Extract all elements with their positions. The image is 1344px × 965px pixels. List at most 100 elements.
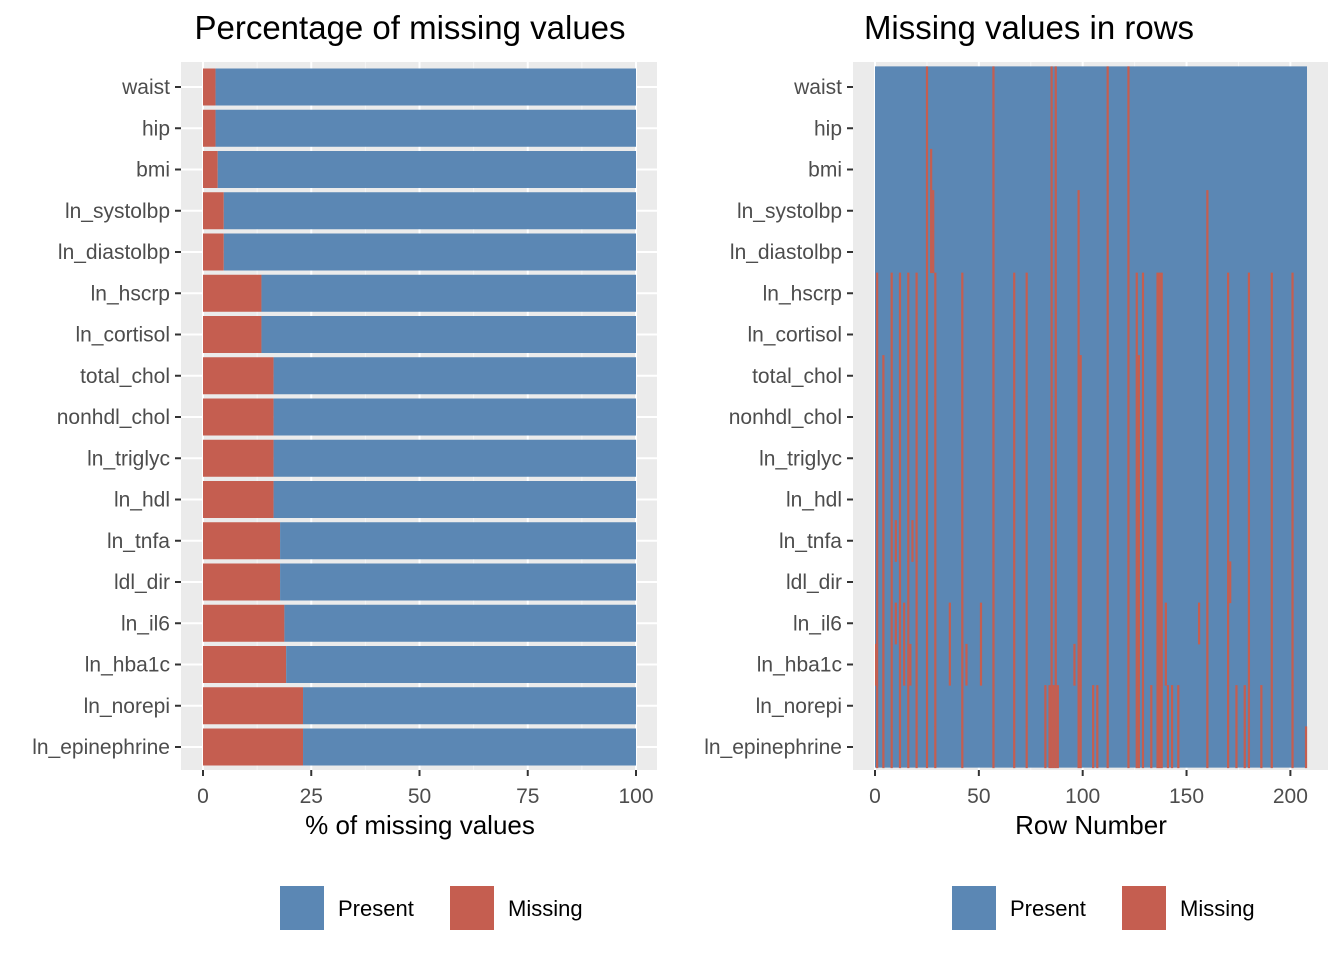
missing-cell: [898, 437, 902, 480]
missing-cell: [1206, 396, 1209, 439]
missing-cell: [1050, 520, 1053, 562]
missing-cell: [1127, 520, 1130, 562]
missing-cell: [890, 437, 893, 480]
missing-cell: [1247, 726, 1251, 769]
bar-present-waist: [215, 68, 636, 106]
missing-cell: [882, 437, 885, 480]
y-tick-label-ln_hba1c: ln_hba1c: [757, 654, 842, 677]
missing-cell: [1270, 602, 1273, 645]
missing-cell: [1247, 685, 1251, 727]
missing-cell: [1054, 602, 1057, 645]
missing-cell: [898, 561, 902, 604]
missing-cell: [1156, 313, 1159, 356]
bar-present-ln_triglyc: [273, 439, 636, 477]
missing-cell: [1135, 726, 1138, 769]
missing-cell: [1054, 520, 1057, 562]
missing-cell: [1229, 561, 1232, 604]
missing-cell: [1137, 643, 1140, 686]
bar-missing-nonhdl_chol: [203, 398, 274, 436]
missing-cell: [907, 726, 910, 769]
missing-cell: [1243, 726, 1246, 769]
missing-cell: [1106, 148, 1109, 191]
missing-cell: [898, 602, 902, 645]
bar-present-ln_hscrp: [261, 274, 636, 312]
missing-cell: [1227, 396, 1230, 439]
missing-cell: [876, 643, 879, 686]
missing-cell: [925, 231, 929, 274]
x-tick-label: 200: [1273, 785, 1308, 808]
missing-cell: [907, 396, 910, 439]
missing-cell: [1137, 602, 1140, 645]
missing-cell: [1260, 685, 1263, 727]
missing-cell: [1013, 643, 1016, 686]
right-x-axis-label: Row Number: [1015, 810, 1167, 840]
missing-cell: [1054, 437, 1057, 480]
missing-cell: [925, 643, 929, 686]
y-tick-label-bmi: bmi: [136, 159, 170, 182]
missing-cell: [992, 602, 995, 645]
missing-cell: [1177, 685, 1180, 727]
missing-cell: [925, 520, 929, 562]
missing-cell: [1106, 726, 1109, 769]
missing-cell: [992, 478, 995, 521]
missing-cell: [1247, 313, 1251, 356]
missing-cell: [961, 355, 964, 397]
missing-cell: [1160, 355, 1163, 397]
y-tick-label-ln_cortisol: ln_cortisol: [747, 324, 842, 347]
missing-cell: [1270, 520, 1273, 562]
missing-cell: [1013, 726, 1016, 769]
missing-cell: [1291, 520, 1294, 562]
missing-cell: [925, 726, 929, 769]
missing-cell: [1156, 643, 1159, 686]
missing-cell: [1135, 396, 1138, 439]
y-tick-label-total_chol: total_chol: [752, 365, 842, 388]
missing-cell: [934, 478, 937, 521]
missing-cell: [907, 478, 910, 521]
missing-cell: [1127, 643, 1130, 686]
missing-cell: [1158, 437, 1161, 480]
missing-cell: [1079, 355, 1082, 397]
missing-cell: [1135, 602, 1138, 645]
missing-cell: [925, 396, 929, 439]
missing-cell: [1127, 190, 1130, 232]
missing-cell: [1054, 231, 1057, 274]
bar-present-ln_cortisol: [261, 316, 636, 353]
missing-cell: [1270, 561, 1273, 604]
missing-cell: [1050, 561, 1053, 604]
missing-cell: [992, 66, 995, 109]
legend-label-present: Present: [338, 896, 414, 921]
legend-label-missing: Missing: [1180, 896, 1255, 921]
missing-cell: [915, 685, 918, 727]
missing-cell: [898, 643, 902, 686]
missing-cell: [1054, 396, 1057, 439]
missing-cell: [934, 561, 937, 604]
y-tick-label-ln_hscrp: ln_hscrp: [91, 282, 170, 305]
legend-key-present: [952, 886, 996, 930]
missing-cell: [1054, 643, 1057, 686]
missing-cell: [1079, 437, 1082, 480]
missing-cell: [1141, 561, 1145, 604]
missing-cell: [1291, 478, 1294, 521]
missing-cell: [1077, 561, 1080, 604]
missing-cell: [1156, 602, 1159, 645]
bar-missing-ln_il6: [203, 604, 285, 642]
missing-cell: [1077, 396, 1080, 439]
missing-cell: [915, 643, 918, 686]
missing-cell: [1127, 478, 1130, 521]
missing-cell: [1106, 66, 1109, 109]
missing-cell: [925, 148, 929, 191]
missing-cell: [948, 602, 951, 645]
missing-cell: [876, 396, 879, 439]
missing-cell: [890, 396, 893, 439]
missing-cell: [1044, 726, 1047, 769]
missing-cell: [1158, 685, 1161, 727]
missing-cell: [934, 726, 937, 769]
missing-cell: [911, 520, 914, 562]
bar-present-ln_hdl: [273, 481, 636, 518]
missing-cell: [1050, 478, 1053, 521]
missing-cell: [934, 602, 937, 645]
missing-cell: [1141, 643, 1145, 686]
missing-cell: [1141, 685, 1145, 727]
bar-present-ldl_dir: [280, 563, 636, 601]
missing-cell: [1227, 437, 1230, 480]
